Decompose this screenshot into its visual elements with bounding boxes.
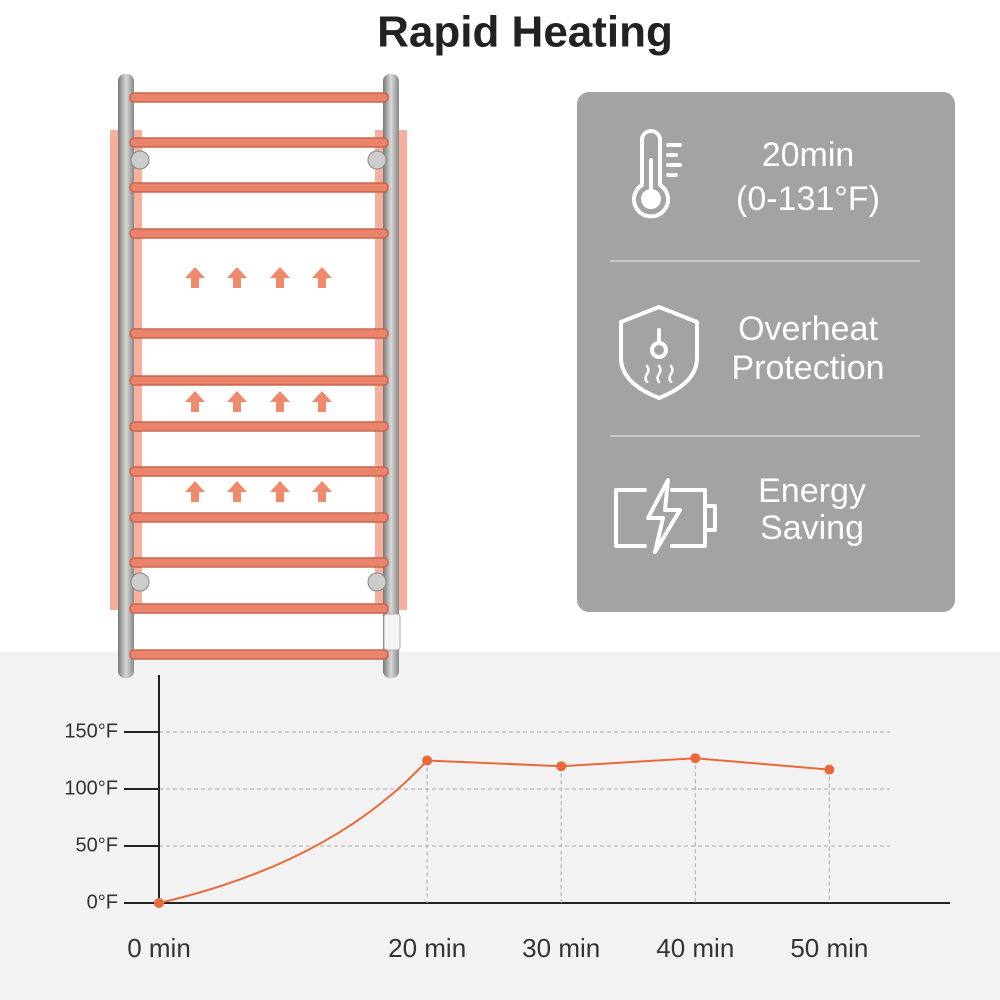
x-tick-label: 0 min <box>127 933 191 963</box>
feature-text: 20min <box>762 136 855 174</box>
chart-background <box>0 652 1000 1000</box>
y-tick-label: 150°F <box>64 720 118 742</box>
thermometer-icon <box>632 129 682 219</box>
feature-text: Saving <box>760 509 864 547</box>
feature-text: (0-131°F) <box>736 180 880 218</box>
data-point <box>690 753 701 764</box>
battery-icon <box>614 478 717 554</box>
x-tick-label: 50 min <box>790 933 868 963</box>
feature-text: Energy <box>758 472 866 510</box>
x-tick-label: 30 min <box>522 933 600 963</box>
data-point <box>556 761 567 772</box>
shield-icon <box>619 305 699 400</box>
feature-panel: 20min (0-131°F) Overheat Protection Ener… <box>577 92 955 612</box>
y-tick-label: 50°F <box>76 834 118 856</box>
y-tick-label: 0°F <box>87 891 118 913</box>
data-point <box>824 764 835 775</box>
title: Rapid Heating <box>377 8 673 57</box>
feature-text: Protection <box>731 349 884 387</box>
feature-text: Overheat <box>738 310 878 348</box>
x-tick-label: 20 min <box>388 933 466 963</box>
data-point <box>422 755 433 766</box>
x-tick-label: 40 min <box>656 933 734 963</box>
towel-rack <box>110 74 407 678</box>
y-tick-label: 100°F <box>64 777 118 799</box>
data-point <box>154 898 164 908</box>
